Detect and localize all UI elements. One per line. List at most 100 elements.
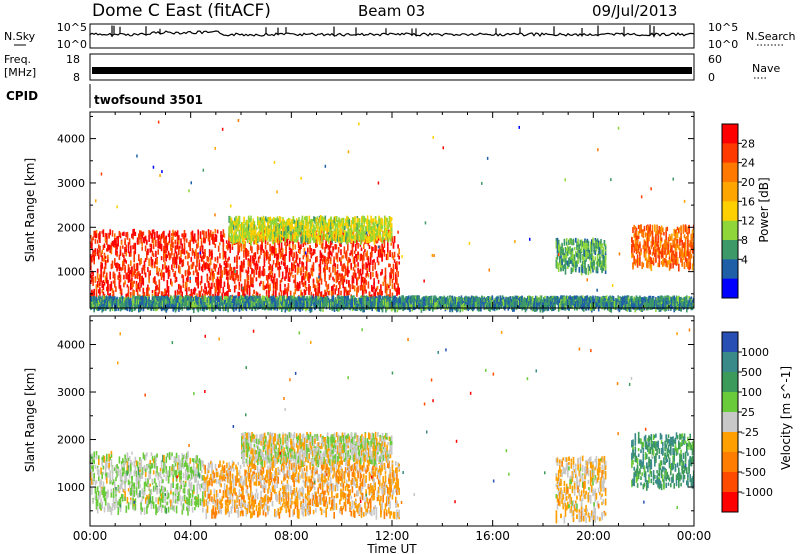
data-cell bbox=[175, 256, 178, 263]
data-cell bbox=[252, 296, 254, 302]
data-cell bbox=[271, 299, 274, 304]
data-cell bbox=[287, 303, 290, 308]
data-cell bbox=[249, 228, 251, 234]
data-cell bbox=[172, 241, 174, 248]
data-cell bbox=[246, 270, 249, 279]
data-cell bbox=[361, 225, 363, 232]
data-cell bbox=[358, 218, 361, 224]
data-cell bbox=[247, 274, 250, 281]
data-cell bbox=[389, 263, 391, 267]
data-cell bbox=[196, 260, 198, 267]
data-cell bbox=[253, 258, 255, 266]
data-cell bbox=[114, 273, 116, 281]
data-cell bbox=[358, 231, 361, 238]
data-cell bbox=[242, 222, 244, 227]
data-cell bbox=[92, 276, 94, 283]
data-cell bbox=[174, 259, 177, 265]
data-cell bbox=[266, 295, 268, 302]
data-cell bbox=[132, 235, 134, 240]
data-cell bbox=[115, 263, 117, 268]
date-label: 09/Jul/2013 bbox=[592, 2, 677, 20]
data-cell bbox=[347, 234, 349, 239]
data-cell bbox=[417, 295, 419, 303]
data-cell bbox=[96, 252, 99, 257]
data-cell bbox=[353, 263, 356, 268]
data-cell bbox=[201, 231, 204, 235]
data-cell bbox=[207, 256, 210, 261]
data-cell bbox=[313, 216, 315, 222]
data-cell bbox=[237, 235, 240, 244]
data-cell bbox=[391, 269, 394, 274]
data-cell bbox=[269, 220, 272, 227]
data-cell bbox=[243, 243, 245, 250]
data-cell bbox=[170, 302, 172, 309]
data-cell bbox=[302, 265, 305, 273]
data-cell bbox=[194, 302, 196, 306]
data-cell bbox=[368, 245, 371, 249]
data-cell bbox=[273, 273, 276, 278]
data-cell bbox=[252, 298, 254, 306]
data-cell bbox=[263, 229, 266, 236]
data-cell bbox=[279, 300, 282, 307]
data-cell bbox=[315, 217, 317, 224]
data-cell bbox=[428, 302, 431, 308]
data-cell bbox=[381, 233, 384, 237]
data-cell bbox=[278, 247, 281, 254]
data-cell bbox=[136, 301, 139, 308]
data-cell bbox=[395, 297, 397, 303]
data-cell bbox=[90, 273, 92, 279]
data-cell bbox=[262, 237, 265, 243]
data-cell bbox=[304, 284, 307, 289]
data-cell bbox=[358, 297, 361, 303]
data-cell bbox=[289, 248, 292, 256]
data-cell bbox=[368, 265, 371, 272]
data-cell bbox=[360, 298, 362, 306]
data-cell bbox=[252, 269, 254, 274]
data-cell bbox=[100, 298, 102, 306]
data-cell bbox=[283, 221, 285, 225]
data-cell bbox=[294, 280, 297, 288]
data-cell bbox=[324, 234, 327, 238]
data-cell bbox=[299, 299, 301, 305]
data-cell bbox=[140, 303, 142, 311]
data-cell bbox=[383, 253, 386, 257]
data-cell bbox=[363, 255, 365, 261]
data-cell bbox=[190, 256, 193, 262]
data-cell bbox=[98, 299, 100, 307]
data-cell bbox=[148, 279, 150, 284]
data-cell bbox=[292, 275, 294, 278]
data-cell bbox=[251, 228, 253, 236]
data-cell bbox=[214, 264, 217, 272]
data-cell bbox=[352, 235, 354, 240]
data-cell bbox=[376, 273, 379, 280]
data-cell bbox=[285, 295, 288, 303]
data-cell bbox=[110, 248, 113, 255]
data-cell bbox=[313, 298, 315, 303]
data-cell bbox=[279, 303, 282, 308]
data-cell bbox=[222, 303, 225, 311]
data-cell bbox=[265, 257, 268, 261]
data-cell bbox=[132, 281, 134, 288]
data-cell bbox=[252, 284, 254, 288]
data-cell bbox=[375, 287, 378, 292]
data-cell bbox=[379, 245, 381, 251]
data-cell bbox=[319, 276, 322, 281]
data-cell bbox=[276, 257, 278, 265]
data-cell bbox=[213, 263, 215, 270]
data-cell bbox=[181, 291, 183, 298]
data-cell bbox=[243, 265, 245, 269]
data-cell bbox=[272, 288, 275, 293]
data-cell bbox=[325, 235, 328, 240]
data-cell bbox=[363, 280, 365, 285]
data-cell bbox=[204, 302, 206, 309]
data-cell bbox=[236, 260, 238, 267]
data-cell bbox=[265, 230, 267, 235]
data-cell bbox=[99, 231, 101, 236]
data-cell bbox=[133, 303, 136, 311]
data-cell bbox=[330, 222, 332, 230]
data-cell bbox=[197, 253, 199, 260]
data-cell bbox=[111, 296, 114, 304]
data-cell bbox=[391, 236, 394, 243]
data-cell bbox=[385, 235, 387, 241]
data-cell bbox=[309, 296, 312, 305]
